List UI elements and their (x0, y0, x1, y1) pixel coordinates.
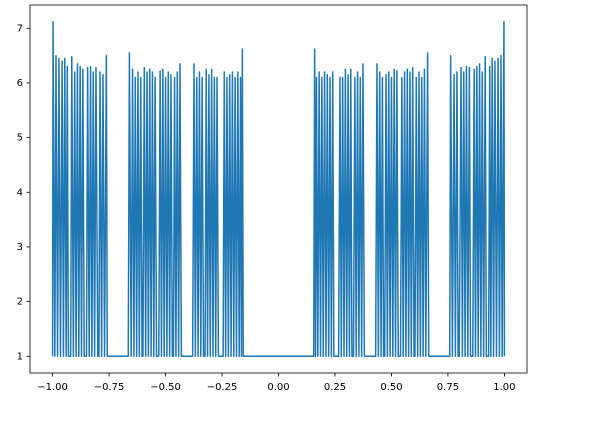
x-tick-label: 0.50 (380, 382, 402, 393)
y-tick-label: 7 (17, 23, 23, 34)
x-tick-label: 0.25 (324, 382, 346, 393)
y-tick-label: 6 (17, 78, 23, 89)
x-tick-label: 1.00 (493, 382, 515, 393)
y-tick-label: 4 (17, 187, 23, 198)
x-tick-label: 0.75 (437, 382, 459, 393)
y-tick-label: 3 (17, 242, 23, 253)
x-tick-label: −0.50 (150, 382, 181, 393)
y-tick-label: 2 (17, 297, 23, 308)
line (51, 20, 506, 358)
y-tick-label: 1 (17, 351, 23, 362)
y-tick-label: 5 (17, 133, 23, 144)
x-tick-label: 0.00 (267, 382, 289, 393)
x-tick-label: −0.25 (207, 382, 238, 393)
x-tick-label: −1.00 (37, 382, 68, 393)
x-tick-label: −0.75 (94, 382, 125, 393)
